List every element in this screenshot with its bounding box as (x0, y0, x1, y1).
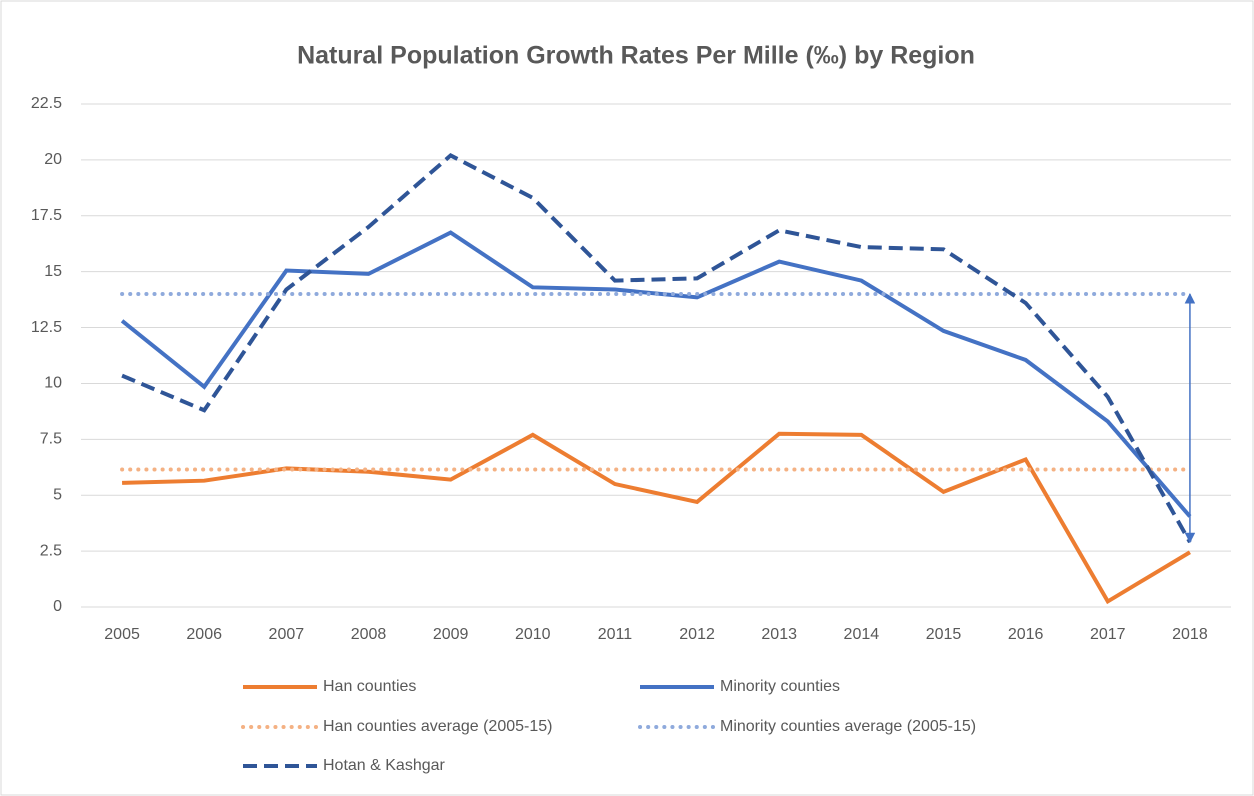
legend-label: Han counties (323, 678, 416, 695)
chart-title: Natural Population Growth Rates Per Mill… (297, 42, 975, 70)
x-tick-label: 2005 (104, 626, 140, 643)
x-tick-label: 2014 (844, 626, 880, 643)
y-tick-label: 17.5 (31, 207, 62, 224)
legend-label: Minority counties average (2005-15) (720, 718, 976, 735)
x-tick-label: 2010 (515, 626, 551, 643)
x-tick-label: 2007 (269, 626, 305, 643)
x-tick-label: 2015 (926, 626, 962, 643)
x-tick-label: 2008 (351, 626, 387, 643)
y-tick-label: 20 (44, 151, 62, 168)
y-tick-label: 0 (53, 598, 62, 615)
y-tick-label: 10 (44, 375, 62, 392)
x-tick-label: 2009 (433, 626, 469, 643)
y-tick-label: 2.5 (40, 542, 62, 559)
x-tick-label: 2013 (761, 626, 797, 643)
y-tick-label: 5 (53, 486, 62, 503)
legend-label: Minority counties (720, 678, 840, 695)
y-tick-label: 7.5 (40, 431, 62, 448)
x-tick-label: 2017 (1090, 626, 1126, 643)
legend-label: Han counties average (2005-15) (323, 718, 552, 735)
legend-label: Hotan & Kashgar (323, 757, 446, 774)
y-tick-label: 22.5 (31, 95, 62, 112)
x-tick-label: 2012 (679, 626, 715, 643)
y-tick-label: 15 (44, 263, 62, 280)
x-tick-label: 2011 (598, 626, 633, 643)
y-tick-label: 12.5 (31, 319, 62, 336)
series-line (121, 153, 1192, 544)
x-tick-label: 2016 (1008, 626, 1044, 643)
x-tick-label: 2006 (186, 626, 222, 643)
x-tick-label: 2018 (1172, 626, 1208, 643)
